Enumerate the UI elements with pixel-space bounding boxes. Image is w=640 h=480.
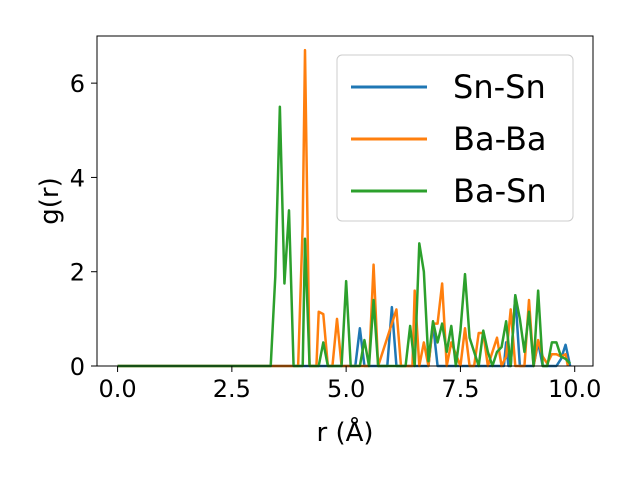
- x-axis-label: r (Å): [316, 416, 373, 448]
- y-axis-ticks: 0 2 4 6: [70, 70, 97, 381]
- y-tick-label: 2: [70, 259, 85, 287]
- y-tick-label: 0: [70, 353, 85, 381]
- y-tick-label: 6: [70, 70, 85, 98]
- x-tick-label: 0.0: [98, 375, 136, 403]
- legend-label-ba-ba: Ba-Ba: [453, 120, 547, 158]
- y-tick-label: 4: [70, 164, 85, 192]
- legend: Sn-Sn Ba-Ba Ba-Sn: [336, 54, 574, 222]
- legend-label-ba-sn: Ba-Sn: [453, 172, 547, 210]
- y-axis-label: g(r): [35, 177, 65, 224]
- x-tick-label: 5.0: [327, 375, 365, 403]
- x-tick-label: 10.0: [548, 375, 601, 403]
- legend-entries: Sn-Sn Ba-Ba Ba-Sn: [351, 68, 547, 210]
- legend-label-sn-sn: Sn-Sn: [453, 68, 546, 106]
- legend-box: [336, 54, 574, 222]
- x-tick-label: 2.5: [213, 375, 251, 403]
- x-tick-label: 7.5: [441, 375, 479, 403]
- plot-frame: [96, 35, 594, 367]
- x-axis-ticks: 0.0 2.5 5.0 7.5 10.0: [98, 366, 601, 403]
